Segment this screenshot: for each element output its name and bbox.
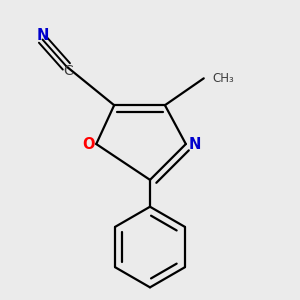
Text: N: N [36, 28, 49, 43]
Text: C: C [63, 64, 73, 78]
Text: O: O [82, 136, 95, 152]
Text: CH₃: CH₃ [212, 72, 234, 85]
Text: N: N [189, 136, 201, 152]
